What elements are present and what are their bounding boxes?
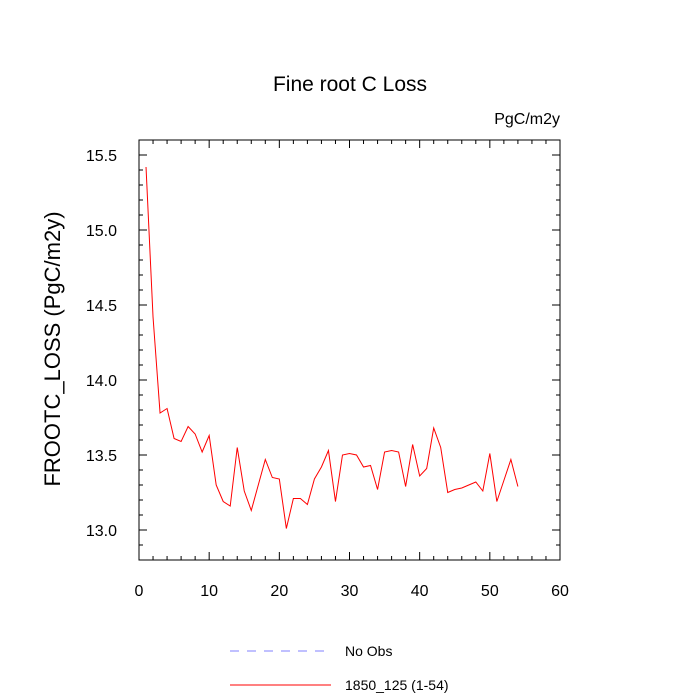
units-label: PgC/m2y (494, 111, 560, 128)
x-tick-label: 60 (551, 583, 569, 600)
y-axis-label: FROOTC_LOSS (PgC/m2y) (40, 211, 65, 486)
x-tick-label: 30 (341, 583, 359, 600)
legend-label-1850-125: 1850_125 (1-54) (345, 677, 449, 693)
y-ticks (139, 139, 560, 561)
y-tick-label: 14.5 (86, 298, 117, 315)
series-line-1 (145, 166, 519, 529)
x-tick-label: 50 (481, 583, 499, 600)
x-tick-label: 10 (200, 583, 218, 600)
x-tick-label: 20 (270, 583, 288, 600)
x-ticks (138, 140, 561, 560)
x-tick-label: 40 (411, 583, 429, 600)
y-tick-label: 13.5 (86, 448, 117, 465)
chart-title: Fine root C Loss (273, 73, 427, 96)
legend: No Obs 1850_125 (1-54) (230, 643, 449, 693)
legend-label-no-obs: No Obs (345, 643, 392, 659)
x-tick-label: 0 (135, 583, 144, 600)
y-tick-label: 15.0 (86, 223, 117, 240)
plot-frame (138, 139, 561, 561)
y-tick-label: 13.0 (86, 523, 117, 540)
y-tick-labels: 13.0 13.5 14.0 14.5 15.0 15.5 (86, 148, 117, 540)
y-tick-label: 15.5 (86, 148, 117, 165)
series-lines (145, 166, 519, 529)
y-tick-label: 14.0 (86, 373, 117, 390)
x-tick-labels: 0 10 20 30 40 50 60 (135, 583, 569, 600)
